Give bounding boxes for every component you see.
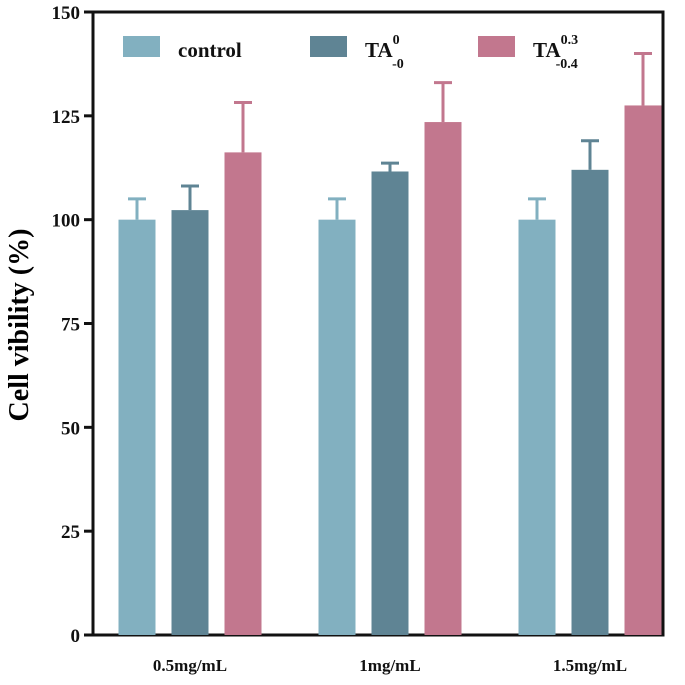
bar: [118, 219, 156, 635]
y-tick-label: 100: [52, 211, 81, 232]
bar: [171, 210, 209, 635]
x-category-label: 0.5mg/mL: [153, 656, 227, 675]
y-tick-label: 150: [52, 3, 81, 24]
legend-label: TA0 -0: [365, 33, 404, 72]
x-category-label: 1.5mg/mL: [553, 656, 627, 675]
y-tick-label: 50: [61, 418, 80, 439]
y-tick-label: 0: [71, 626, 81, 647]
y-tick-label: 125: [52, 107, 81, 128]
legend-label: TA0.3 -0.4: [533, 33, 578, 72]
bar: [224, 152, 262, 635]
bar: [571, 169, 609, 635]
legend-label: control: [178, 38, 242, 62]
legend-swatch: [123, 36, 160, 57]
legend: control TA0 -0 TA0.3 -0.4: [123, 33, 578, 72]
y-tick-label: 25: [61, 522, 80, 543]
bar: [318, 219, 356, 635]
y-tick-label: 75: [61, 315, 80, 336]
bar: [624, 105, 662, 635]
x-category-label: 1mg/mL: [359, 656, 420, 675]
legend-swatch: [478, 36, 515, 57]
plot-area: 0 25 50 75 100 125 150 0.5mg/mL 1mg/mL 1.5mg/mL: [52, 3, 665, 675]
bar: [371, 171, 409, 635]
bar: [424, 122, 462, 635]
y-axis-label: Cell vibility (%): [4, 229, 35, 422]
legend-swatch: [310, 36, 347, 57]
bar: [518, 219, 556, 635]
